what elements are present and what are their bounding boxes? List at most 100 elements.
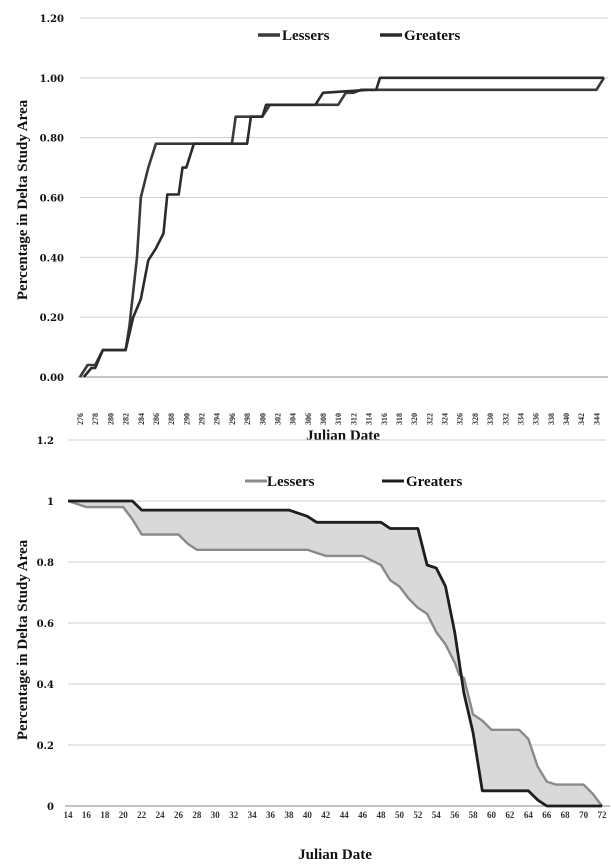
- x-tick-label: 340: [562, 413, 571, 425]
- x-tick-label: 278: [91, 413, 100, 425]
- x-tick-label: 54: [432, 810, 442, 820]
- x-tick-label: 288: [167, 413, 176, 425]
- chart-1: 0.00 0.20 0.40 0.60 0.80 1.00 1.20 276 278 280 28…: [15, 14, 608, 444]
- x-tick-label: 56: [450, 810, 460, 820]
- x-tick-label: 68: [561, 810, 571, 820]
- x-tick-label: 16: [82, 810, 92, 820]
- x-tick-label: 290: [182, 413, 191, 425]
- x-tick-label: 308: [319, 413, 328, 425]
- y-tick-label: 0.2: [37, 741, 54, 752]
- chart-1-x-ticks: 276 278 280 282 284 286 288 290 292 294 296 298 300 3…: [76, 413, 601, 425]
- x-tick-label: 38: [284, 810, 294, 820]
- y-tick-label: 0.20: [40, 313, 64, 324]
- chart-1-legend-greaters: Greaters: [404, 28, 461, 44]
- x-tick-label: 62: [505, 810, 515, 820]
- y-tick-label: 1.2: [37, 436, 54, 447]
- x-tick-label: 306: [304, 413, 313, 425]
- x-tick-label: 344: [592, 413, 601, 425]
- x-tick-label: 334: [516, 413, 525, 425]
- y-tick-label: 0.80: [40, 134, 64, 145]
- chart-2-x-axis-title: Julian Date: [298, 847, 372, 863]
- y-tick-label: 0.6: [37, 619, 54, 630]
- y-tick-label: 1.00: [40, 74, 64, 85]
- x-tick-label: 44: [340, 810, 350, 820]
- x-tick-label: 326: [456, 413, 465, 425]
- chart-2: 0 0.2 0.4 0.6 0.8 1 1.2 14 16 18 20 22 24 26 28 30 32 34…: [15, 436, 610, 863]
- x-tick-label: 328: [471, 413, 480, 425]
- chart-2-shaded-difference: [68, 501, 602, 806]
- x-tick-label: 18: [100, 810, 110, 820]
- shaded-area: [68, 501, 602, 806]
- x-tick-label: 312: [349, 413, 358, 425]
- x-tick-label: 20: [119, 810, 129, 820]
- y-tick-label: 0.40: [40, 253, 64, 264]
- y-tick-label: 0.4: [37, 680, 54, 691]
- x-tick-label: 28: [192, 810, 202, 820]
- x-tick-label: 14: [64, 810, 74, 820]
- x-tick-label: 310: [334, 413, 343, 425]
- chart-1-legend-lessers: Lessers: [282, 28, 330, 44]
- x-tick-label: 316: [380, 413, 389, 425]
- x-tick-label: 292: [198, 413, 207, 425]
- y-tick-label: 0.60: [40, 194, 64, 205]
- x-tick-label: 280: [106, 413, 115, 425]
- y-tick-label: 0: [47, 802, 54, 813]
- x-tick-label: 66: [542, 810, 552, 820]
- x-tick-label: 314: [365, 413, 374, 425]
- chart-1-y-axis-title: Percentage in Delta Study Area: [15, 99, 31, 300]
- chart-2-legend-lessers: Lessers: [267, 474, 315, 490]
- x-tick-label: 34: [248, 810, 258, 820]
- x-tick-label: 60: [487, 810, 497, 820]
- x-tick-label: 58: [469, 810, 479, 820]
- x-tick-label: 30: [211, 810, 221, 820]
- x-tick-label: 318: [395, 413, 404, 425]
- x-tick-label: 72: [598, 810, 608, 820]
- x-tick-label: 26: [174, 810, 184, 820]
- chart-2-y-ticks: 0 0.2 0.4 0.6 0.8 1 1.2: [37, 436, 54, 813]
- x-tick-label: 286: [152, 413, 161, 425]
- x-tick-label: 302: [273, 413, 282, 425]
- x-tick-label: 42: [321, 810, 331, 820]
- series-line-lessers: [67, 499, 603, 807]
- y-tick-label: 1.20: [40, 14, 64, 25]
- x-tick-label: 64: [524, 810, 534, 820]
- chart-2-series: [67, 499, 603, 808]
- y-tick-label: 1: [47, 497, 54, 508]
- series-line-lessers: [78, 77, 606, 378]
- x-tick-label: 46: [358, 810, 368, 820]
- chart-2-legend-greaters: Greaters: [406, 474, 463, 490]
- x-tick-label: 324: [441, 413, 450, 425]
- chart-1-y-ticks: 0.00 0.20 0.40 0.60 0.80 1.00 1.20: [40, 14, 64, 384]
- x-tick-label: 332: [501, 413, 510, 425]
- x-tick-label: 36: [266, 810, 276, 820]
- x-tick-label: 342: [577, 413, 586, 425]
- chart-1-gridlines: [80, 17, 608, 318]
- x-tick-label: 304: [289, 413, 298, 425]
- x-tick-label: 22: [137, 810, 147, 820]
- x-tick-label: 298: [243, 413, 252, 425]
- x-tick-label: 330: [486, 413, 495, 425]
- chart-2-y-axis-title: Percentage in Delta Study Area: [15, 539, 31, 740]
- x-tick-label: 48: [377, 810, 387, 820]
- x-tick-label: 294: [213, 413, 222, 425]
- x-tick-label: 70: [579, 810, 589, 820]
- x-tick-label: 32: [229, 810, 239, 820]
- x-tick-label: 296: [228, 413, 237, 425]
- chart-2-legend: Lessers Greaters: [245, 474, 463, 490]
- chart-2-x-ticks: 14 16 18 20 22 24 26 28 30 32 34 36 38 40 42 44 46 48 50 52…: [64, 810, 608, 820]
- x-tick-label: 336: [532, 413, 541, 425]
- x-tick-label: 50: [395, 810, 405, 820]
- x-tick-label: 338: [547, 413, 556, 425]
- x-tick-label: 276: [76, 413, 85, 425]
- chart-1-series: [78, 76, 606, 378]
- series-line-greaters: [68, 499, 602, 808]
- series-line-greaters: [82, 76, 604, 378]
- chart-1-x-axis-title: Julian Date: [306, 428, 380, 444]
- x-tick-label: 320: [410, 413, 419, 425]
- x-tick-label: 284: [137, 413, 146, 425]
- y-tick-label: 0.8: [37, 558, 54, 569]
- x-tick-label: 40: [303, 810, 313, 820]
- x-tick-label: 52: [413, 810, 423, 820]
- x-tick-label: 300: [258, 413, 267, 425]
